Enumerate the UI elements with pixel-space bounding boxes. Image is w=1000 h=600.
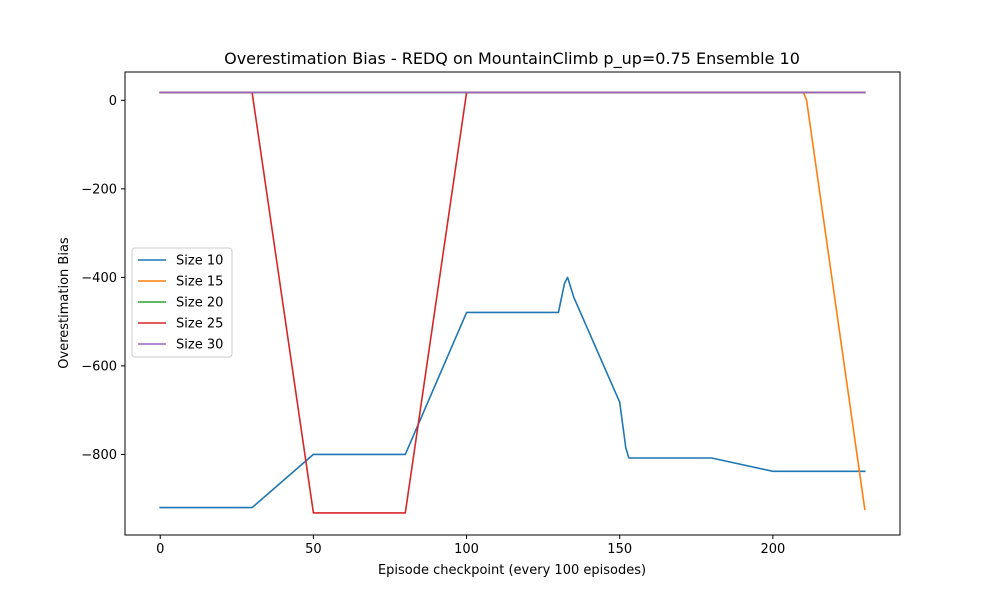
y-tick-label: −600 [81, 359, 117, 374]
legend-label-size-25: Size 25 [176, 317, 223, 332]
x-tick-label: 150 [607, 542, 632, 557]
chart-title: Overestimation Bias - REDQ on MountainCl… [224, 49, 800, 69]
series-line-size-10 [159, 276, 866, 509]
legend-label-size-30: Size 30 [176, 338, 223, 353]
y-axis-ticks: 0 −200 −400 −600 −800 [81, 94, 125, 463]
y-axis-label: Overestimation Bias [57, 237, 72, 369]
legend-label-size-10: Size 10 [176, 254, 223, 269]
x-axis-label: Episode checkpoint (every 100 episodes) [378, 563, 646, 578]
y-tick-label: −800 [81, 448, 117, 463]
plot-lines [159, 91, 866, 514]
x-tick-label: 50 [305, 542, 322, 557]
legend-label-size-15: Size 15 [176, 275, 223, 290]
x-tick-label: 0 [156, 542, 164, 557]
y-tick-label: −200 [81, 182, 117, 197]
legend-box [131, 247, 233, 358]
legend-label-size-20: Size 20 [176, 296, 223, 311]
x-tick-label: 100 [454, 542, 479, 557]
plot-frame [124, 71, 901, 536]
legend: Size 10 Size 15 Size 20 Size 25 Size 30 [131, 247, 233, 358]
y-tick-label: 0 [109, 94, 117, 109]
x-tick-label: 200 [760, 542, 785, 557]
x-axis-ticks: 0 50 100 150 200 [156, 535, 785, 557]
y-tick-label: −400 [81, 271, 117, 286]
